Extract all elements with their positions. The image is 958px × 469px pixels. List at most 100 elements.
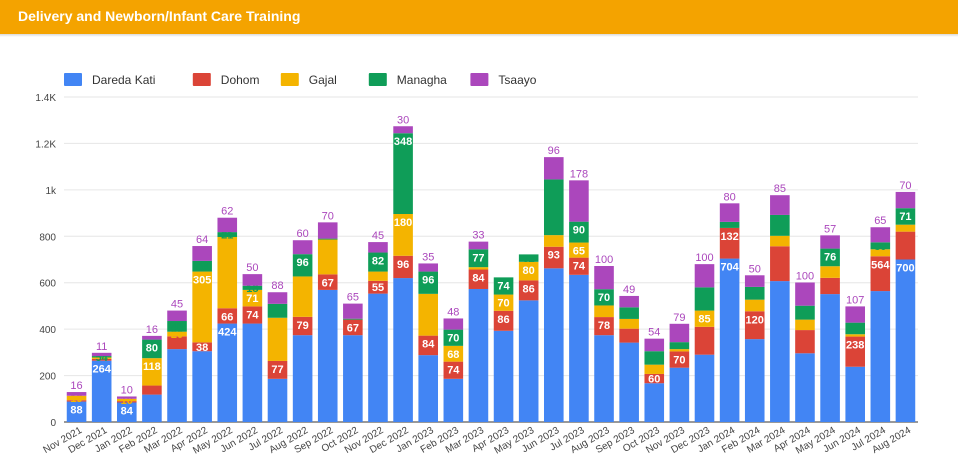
bar-segment[interactable]	[317, 238, 338, 240]
bar-segment[interactable]	[66, 392, 87, 396]
bar-segment[interactable]	[770, 195, 790, 215]
bar-segment[interactable]	[418, 293, 439, 336]
bar-segment[interactable]	[418, 355, 439, 422]
bar-segment[interactable]	[744, 311, 765, 340]
bar-segment[interactable]	[167, 310, 187, 322]
bar-segment[interactable]	[468, 269, 489, 289]
bar-segment[interactable]	[719, 227, 740, 259]
bar-segment[interactable]	[518, 254, 539, 262]
bar-segment[interactable]	[393, 278, 413, 422]
bar-segment[interactable]	[418, 335, 439, 356]
bar-segment[interactable]	[192, 260, 212, 272]
bar-segment[interactable]	[770, 214, 790, 236]
bar-segment[interactable]	[167, 321, 187, 332]
bar-segment[interactable]	[292, 240, 313, 255]
bar-segment[interactable]	[368, 252, 388, 272]
bar-segment[interactable]	[795, 353, 815, 422]
bar-segment[interactable]	[66, 395, 87, 401]
bar-segment[interactable]	[142, 394, 162, 422]
bar-segment[interactable]	[116, 396, 137, 399]
bar-segment[interactable]	[267, 378, 288, 422]
bar-segment[interactable]	[870, 291, 891, 422]
bar-segment[interactable]	[167, 336, 187, 350]
bar-segment[interactable]	[795, 305, 815, 320]
bar-segment[interactable]	[594, 266, 614, 290]
bar-segment[interactable]	[292, 316, 313, 336]
bar-segment[interactable]	[443, 361, 464, 379]
bar-segment[interactable]	[895, 208, 916, 225]
bar-segment[interactable]	[845, 334, 866, 337]
bar-segment[interactable]	[343, 319, 363, 336]
bar-segment[interactable]	[694, 264, 715, 288]
bar-segment[interactable]	[543, 157, 564, 180]
bar-segment[interactable]	[744, 286, 765, 300]
bar-segment[interactable]	[192, 271, 212, 343]
bar-segment[interactable]	[317, 239, 338, 275]
bar-segment[interactable]	[493, 277, 514, 295]
bar-segment[interactable]	[393, 214, 413, 256]
bar-segment[interactable]	[619, 295, 639, 308]
bar-segment[interactable]	[142, 385, 162, 395]
bar-segment[interactable]	[292, 254, 313, 277]
bar-segment[interactable]	[242, 323, 263, 422]
bar-segment[interactable]	[895, 259, 916, 423]
bar-segment[interactable]	[820, 248, 840, 267]
bar-segment[interactable]	[744, 299, 765, 312]
bar-segment[interactable]	[644, 364, 665, 374]
bar-segment[interactable]	[820, 277, 840, 295]
bar-segment[interactable]	[895, 224, 916, 232]
bar-segment[interactable]	[694, 310, 715, 327]
bar-segment[interactable]	[770, 281, 790, 422]
bar-segment[interactable]	[418, 271, 439, 294]
bar-segment[interactable]	[795, 319, 815, 331]
legend-label[interactable]: Gajal	[309, 73, 337, 87]
bar-segment[interactable]	[242, 306, 263, 324]
bar-segment[interactable]	[619, 318, 639, 329]
bar-segment[interactable]	[744, 339, 765, 422]
bar-segment[interactable]	[719, 258, 740, 422]
bar-segment[interactable]	[845, 322, 866, 335]
bar-segment[interactable]	[192, 246, 212, 261]
bar-segment[interactable]	[795, 330, 815, 354]
bar-segment[interactable]	[167, 331, 187, 337]
bar-segment[interactable]	[543, 268, 564, 422]
bar-segment[interactable]	[368, 280, 388, 294]
bar-segment[interactable]	[267, 360, 288, 379]
bar-segment[interactable]	[619, 328, 639, 343]
bar-segment[interactable]	[393, 133, 413, 214]
bar-segment[interactable]	[770, 235, 790, 247]
bar-segment[interactable]	[719, 221, 740, 228]
bar-segment[interactable]	[418, 263, 439, 272]
bar-segment[interactable]	[644, 338, 665, 352]
bar-segment[interactable]	[569, 274, 589, 422]
bar-segment[interactable]	[368, 293, 388, 422]
bar-segment[interactable]	[142, 335, 162, 340]
bar-segment[interactable]	[343, 303, 363, 319]
bar-segment[interactable]	[267, 303, 288, 318]
bar-segment[interactable]	[217, 236, 238, 309]
bar-segment[interactable]	[619, 307, 639, 319]
legend-label[interactable]: Managha	[397, 73, 447, 87]
bar-segment[interactable]	[343, 318, 363, 320]
bar-segment[interactable]	[267, 292, 288, 304]
bar-segment[interactable]	[719, 203, 740, 222]
bar-segment[interactable]	[569, 242, 589, 258]
legend-swatch[interactable]	[470, 73, 489, 86]
bar-segment[interactable]	[644, 383, 665, 422]
legend-swatch[interactable]	[192, 73, 211, 86]
bar-segment[interactable]	[242, 289, 263, 307]
bar-segment[interactable]	[91, 356, 112, 358]
bar-segment[interactable]	[468, 288, 489, 422]
bar-segment[interactable]	[368, 271, 388, 281]
bar-segment[interactable]	[493, 294, 514, 311]
bar-segment[interactable]	[91, 357, 112, 359]
bar-segment[interactable]	[518, 261, 539, 281]
bar-segment[interactable]	[292, 276, 313, 317]
bar-segment[interactable]	[443, 329, 464, 346]
bar-segment[interactable]	[217, 217, 238, 233]
bar-segment[interactable]	[669, 323, 690, 343]
bar-segment[interactable]	[895, 231, 916, 260]
bar-segment[interactable]	[66, 400, 87, 402]
bar-segment[interactable]	[569, 257, 589, 275]
bar-segment[interactable]	[644, 351, 665, 365]
